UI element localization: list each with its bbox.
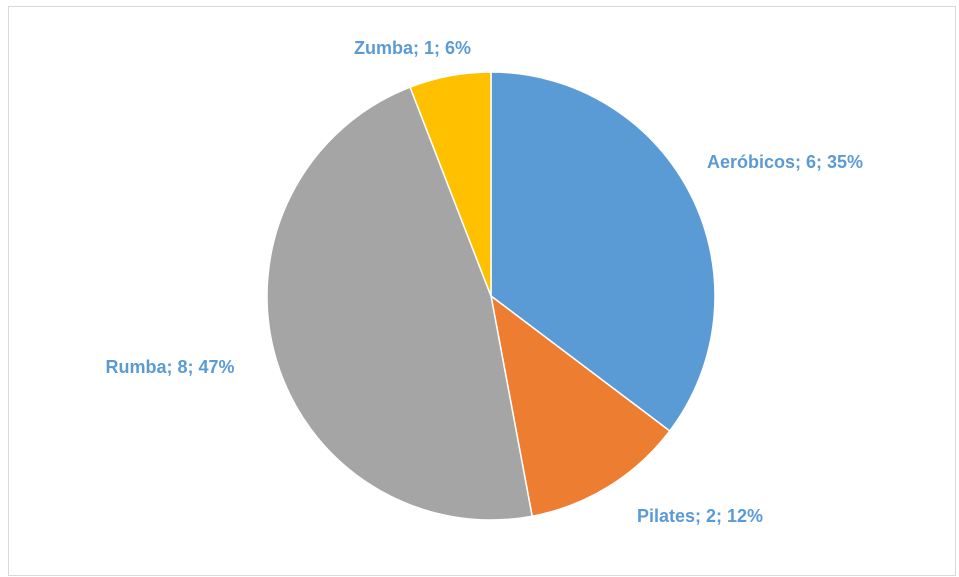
- chart-frame: [8, 6, 956, 576]
- pie-slice: [409, 71, 492, 297]
- pie-slice: [490, 71, 716, 433]
- data-label: Pilates; 2; 12%: [636, 506, 764, 526]
- pie-slice: [489, 294, 671, 518]
- pie-slice: [266, 86, 534, 521]
- data-label: Rumba; 8; 47%: [105, 357, 235, 377]
- data-label: Zumba; 1; 6%: [353, 38, 472, 58]
- data-label: Aeróbicos; 6; 35%: [706, 152, 864, 172]
